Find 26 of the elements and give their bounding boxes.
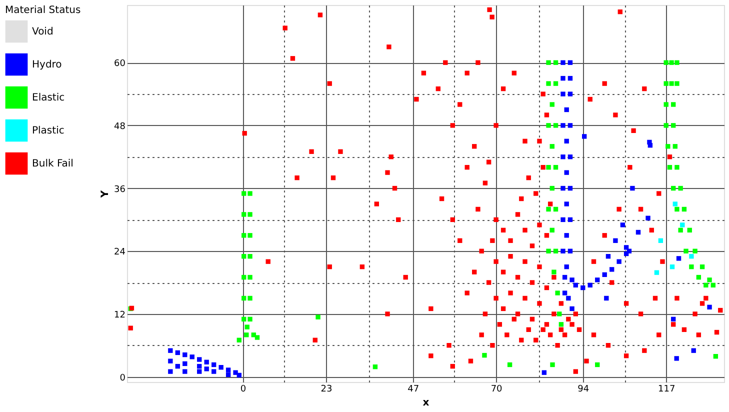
y-tick-label: 12 — [114, 310, 126, 320]
x-tick-label: 0 — [240, 384, 246, 394]
legend-label: Void — [32, 26, 54, 38]
point — [689, 254, 694, 259]
x-tick-label: 117 — [658, 384, 676, 394]
point — [670, 264, 675, 270]
point — [672, 202, 678, 206]
x-tick-label: 70 — [490, 384, 503, 394]
point — [658, 238, 664, 243]
y-tick-label: 24 — [114, 248, 126, 258]
legend-label: Plastic — [32, 126, 64, 136]
legend-label: Hydro — [32, 60, 62, 70]
x-tick-label: 47 — [408, 384, 420, 394]
y-tick-label: 48 — [114, 122, 126, 132]
legend-title: Material Status — [5, 5, 81, 16]
y-tick-label: 0 — [120, 373, 126, 384]
point — [680, 222, 685, 228]
y-tick-label: 60 — [114, 59, 126, 70]
point — [654, 270, 660, 275]
y-tick-label: 36 — [114, 184, 126, 195]
y-axis-title: Y — [100, 190, 112, 199]
x-axis-title: x — [422, 398, 430, 408]
x-tick-label: 94 — [578, 384, 590, 394]
x-tick-label: 23 — [320, 384, 332, 394]
legend-label: Bulk Fail — [32, 158, 74, 170]
legend-label: Elastic — [32, 92, 65, 104]
